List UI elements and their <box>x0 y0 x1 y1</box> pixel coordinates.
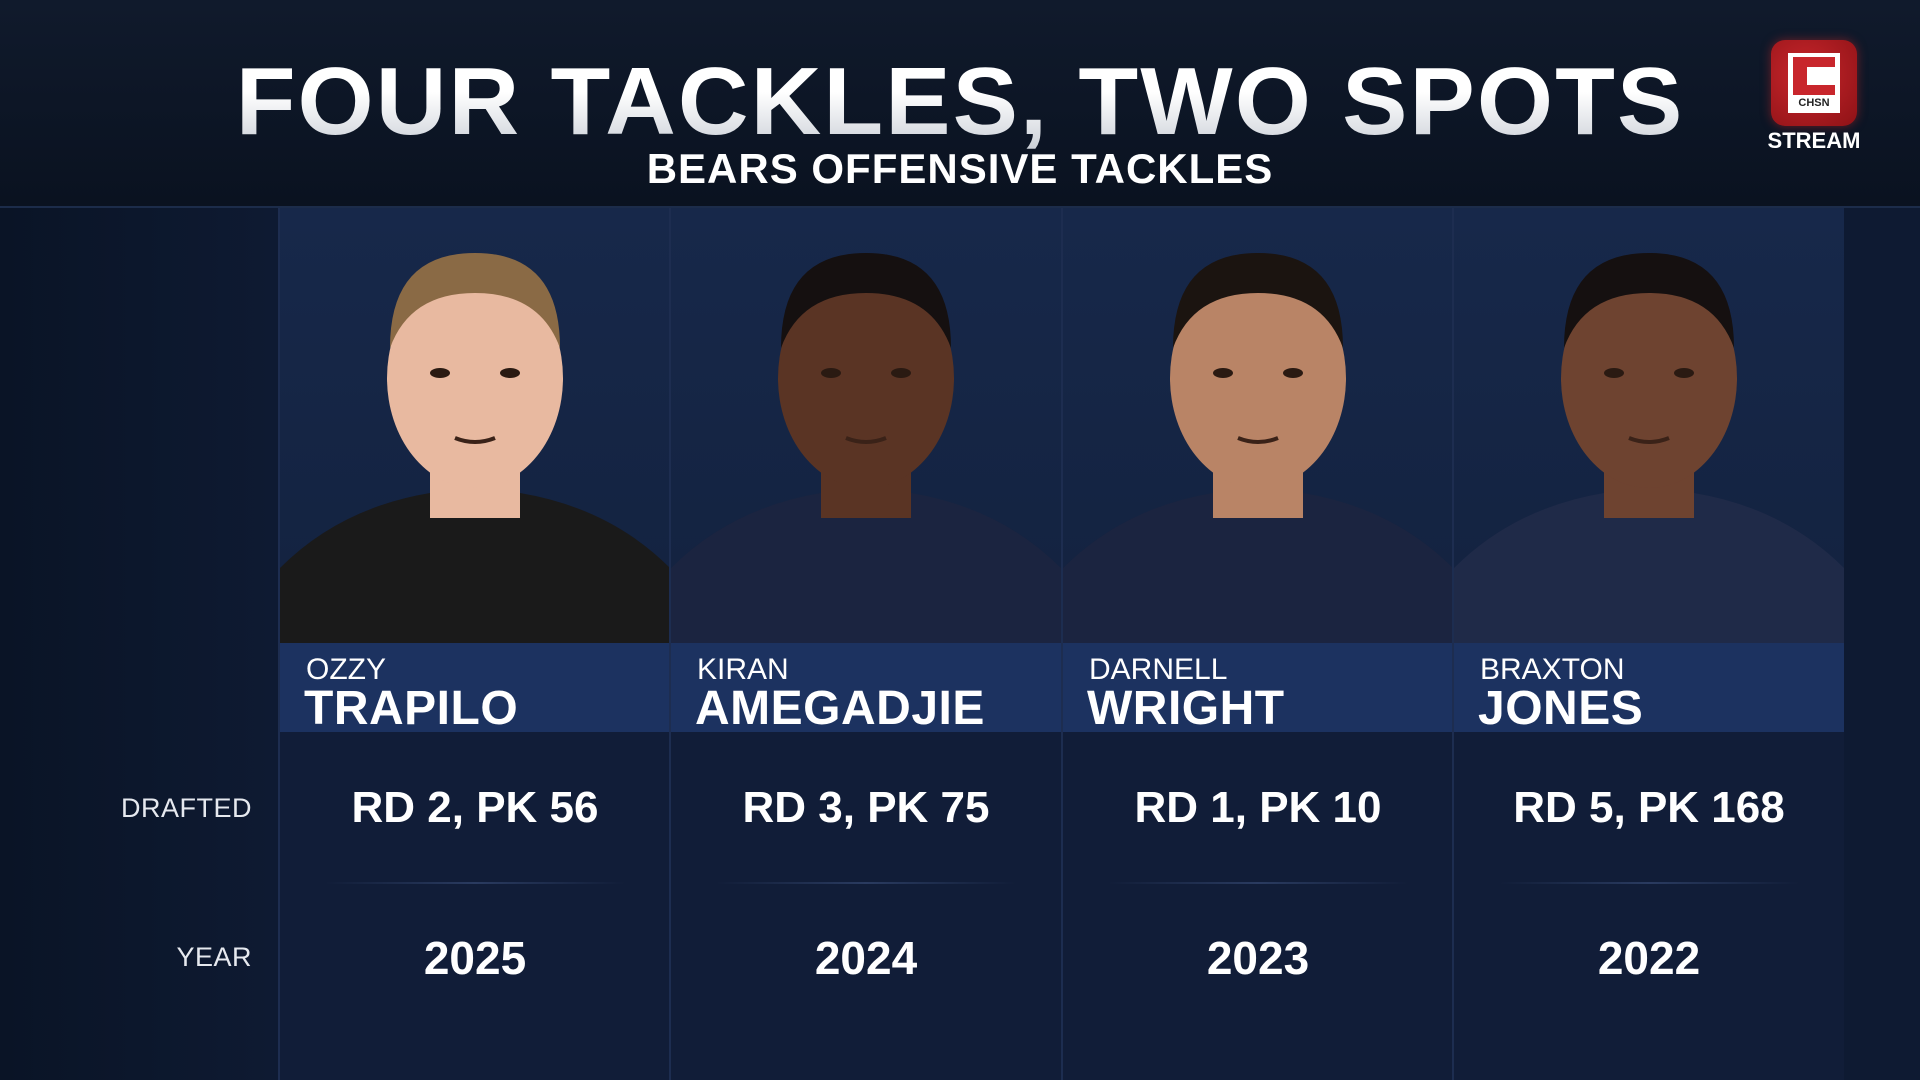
player-drafted: RD 3, PK 75 <box>742 783 990 832</box>
row-label-year: YEAR <box>176 942 252 972</box>
player-photo <box>280 208 670 643</box>
right-panel <box>1843 208 1920 1080</box>
player-last-name: TRAPILO <box>304 682 519 735</box>
player-first-name: KIRAN <box>697 653 789 686</box>
player-column: DARNELL WRIGHT RD 1, PK 10 2023 <box>1061 208 1453 1080</box>
player-photo <box>1063 208 1453 643</box>
player-name-band: KIRAN AMEGADJIE <box>671 643 1061 735</box>
player-name-band: DARNELL WRIGHT <box>1063 643 1453 735</box>
row-divider <box>1108 882 1408 884</box>
player-name-band: OZZY TRAPILO <box>280 643 670 735</box>
player-year: 2024 <box>814 932 918 984</box>
player-year: 2025 <box>423 932 527 984</box>
player-first-name: OZZY <box>306 653 386 686</box>
row-divider <box>1499 882 1799 884</box>
player-drafted: RD 5, PK 168 <box>1513 783 1785 832</box>
player-last-name: AMEGADJIE <box>695 682 985 735</box>
chsn-logo: CHSN <box>1771 40 1857 126</box>
player-drafted: RD 1, PK 10 <box>1134 783 1382 832</box>
row-label-drafted: DRAFTED <box>121 793 252 823</box>
player-first-name: BRAXTON <box>1480 653 1625 686</box>
player-column: BRAXTON JONES RD 5, PK 168 2022 <box>1452 208 1844 1080</box>
player-photo <box>671 208 1061 643</box>
row-labels-panel <box>0 208 278 1080</box>
player-name-band: BRAXTON JONES <box>1454 643 1844 735</box>
player-last-name: JONES <box>1478 682 1644 735</box>
player-year: 2023 <box>1206 932 1310 984</box>
header: FOUR TACKLES, TWO SPOTS BEARS OFFENSIVE … <box>0 0 1920 208</box>
player-photo <box>1454 208 1844 643</box>
player-column: OZZY TRAPILO RD 2, PK 56 2025 <box>278 208 670 1080</box>
stream-label: STREAM <box>1767 128 1861 153</box>
player-column: KIRAN AMEGADJIE RD 3, PK 75 2024 <box>669 208 1061 1080</box>
player-drafted: RD 2, PK 56 <box>351 783 599 832</box>
row-divider <box>716 882 1016 884</box>
page-title: FOUR TACKLES, TWO SPOTS <box>0 52 1920 152</box>
player-year: 2022 <box>1597 932 1701 984</box>
player-first-name: DARNELL <box>1089 653 1228 686</box>
row-divider <box>325 882 625 884</box>
page-subtitle: BEARS OFFENSIVE TACKLES <box>646 145 1274 192</box>
player-last-name: WRIGHT <box>1087 682 1285 735</box>
